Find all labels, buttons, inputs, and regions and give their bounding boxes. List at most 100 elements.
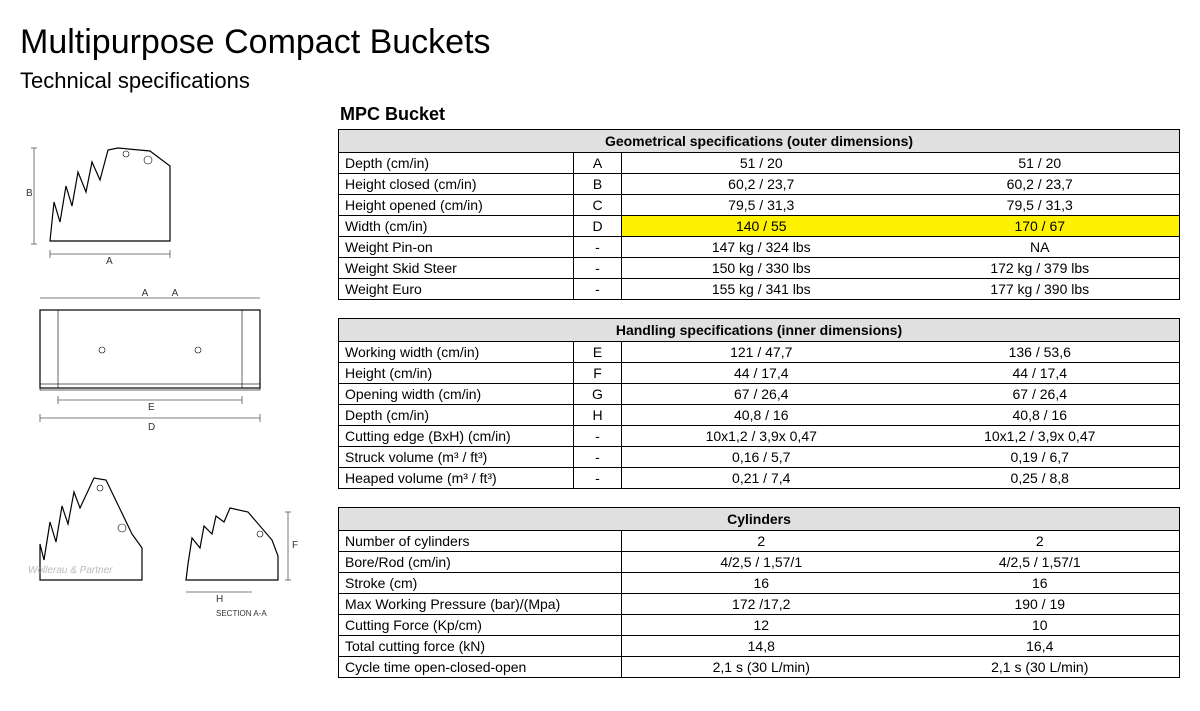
- geometrical-table: Geometrical specifications (outer dimens…: [338, 129, 1180, 300]
- table-row: Height (cm/in)F44 / 17,444 / 17,4: [339, 363, 1180, 384]
- row-label: Weight Pin-on: [339, 237, 574, 258]
- row-label: Opening width (cm/in): [339, 384, 574, 405]
- watermark-text: Wollerau & Partner: [28, 565, 112, 576]
- row-label: Height (cm/in): [339, 363, 574, 384]
- row-value-1: 147 kg / 324 lbs: [622, 237, 901, 258]
- row-label: Number of cylinders: [339, 531, 622, 552]
- page-subtitle: Technical specifications: [20, 68, 1180, 94]
- svg-text:A: A: [142, 288, 149, 299]
- row-value-2: 51 / 20: [901, 153, 1180, 174]
- row-value-1: 10x1,2 / 3,9x 0,47: [622, 426, 901, 447]
- table-row: Weight Skid Steer-150 kg / 330 lbs172 kg…: [339, 258, 1180, 279]
- dim-label-b: B: [26, 188, 33, 199]
- table-row: Struck volume (m³ / ft³)-0,16 / 5,70,19 …: [339, 447, 1180, 468]
- row-key: B: [574, 174, 622, 195]
- row-value-2: 10x1,2 / 3,9x 0,47: [901, 426, 1180, 447]
- row-value-2: 2,1 s (30 L/min): [901, 657, 1180, 678]
- row-value-1: 0,16 / 5,7: [622, 447, 901, 468]
- row-value-2: NA: [901, 237, 1180, 258]
- geometrical-body: Depth (cm/in)A51 / 2051 / 20Height close…: [339, 153, 1180, 300]
- row-label: Cycle time open-closed-open: [339, 657, 622, 678]
- row-label: Bore/Rod (cm/in): [339, 552, 622, 573]
- row-value-1: 67 / 26,4: [622, 384, 901, 405]
- row-value-2: 44 / 17,4: [901, 363, 1180, 384]
- row-value-1: 155 kg / 341 lbs: [622, 279, 901, 300]
- row-value-1: 44 / 17,4: [622, 363, 901, 384]
- row-key: D: [574, 216, 622, 237]
- row-label: Weight Skid Steer: [339, 258, 574, 279]
- dim-label-d: D: [148, 422, 155, 433]
- row-key: C: [574, 195, 622, 216]
- cylinders-table: Cylinders Number of cylinders22Bore/Rod …: [338, 507, 1180, 678]
- row-label: Depth (cm/in): [339, 405, 574, 426]
- main-layout: B A A A E: [20, 104, 1180, 696]
- cylinders-body: Number of cylinders22Bore/Rod (cm/in)4/2…: [339, 531, 1180, 678]
- table-row: Opening width (cm/in)G67 / 26,467 / 26,4: [339, 384, 1180, 405]
- row-value-1: 172 /17,2: [622, 594, 901, 615]
- svg-text:A: A: [172, 288, 179, 299]
- row-value-1: 2,1 s (30 L/min): [622, 657, 901, 678]
- table-row: Width (cm/in)D140 / 55170 / 67: [339, 216, 1180, 237]
- row-label: Height closed (cm/in): [339, 174, 574, 195]
- row-key: -: [574, 279, 622, 300]
- table-row: Height opened (cm/in)C79,5 / 31,379,5 / …: [339, 195, 1180, 216]
- table-row: Max Working Pressure (bar)/(Mpa)172 /17,…: [339, 594, 1180, 615]
- table-row: Working width (cm/in)E121 / 47,7136 / 53…: [339, 342, 1180, 363]
- row-value-2: 0,19 / 6,7: [901, 447, 1180, 468]
- table-row: Weight Pin-on-147 kg / 324 lbsNA: [339, 237, 1180, 258]
- table-row: Bore/Rod (cm/in)4/2,5 / 1,57/14/2,5 / 1,…: [339, 552, 1180, 573]
- product-heading: MPC Bucket: [340, 104, 1180, 125]
- row-value-1: 150 kg / 330 lbs: [622, 258, 901, 279]
- row-value-1: 140 / 55: [622, 216, 901, 237]
- row-value-2: 136 / 53,6: [901, 342, 1180, 363]
- row-key: E: [574, 342, 622, 363]
- row-label: Max Working Pressure (bar)/(Mpa): [339, 594, 622, 615]
- geometrical-header: Geometrical specifications (outer dimens…: [339, 130, 1180, 153]
- cylinders-header: Cylinders: [339, 508, 1180, 531]
- row-value-1: 79,5 / 31,3: [622, 195, 901, 216]
- table-row: Number of cylinders22: [339, 531, 1180, 552]
- row-label: Heaped volume (m³ / ft³): [339, 468, 574, 489]
- row-key: A: [574, 153, 622, 174]
- tables-column: MPC Bucket Geometrical specifications (o…: [338, 104, 1180, 696]
- table-row: Depth (cm/in)A51 / 2051 / 20: [339, 153, 1180, 174]
- row-value-2: 16,4: [901, 636, 1180, 657]
- diagram-section-view: F H SECTION A-A: [20, 460, 300, 620]
- handling-header: Handling specifications (inner dimension…: [339, 319, 1180, 342]
- dim-label-e: E: [148, 402, 155, 413]
- row-label: Height opened (cm/in): [339, 195, 574, 216]
- row-value-2: 60,2 / 23,7: [901, 174, 1180, 195]
- table-row: Cycle time open-closed-open2,1 s (30 L/m…: [339, 657, 1180, 678]
- table-row: Cutting Force (Kp/cm)1210: [339, 615, 1180, 636]
- row-key: -: [574, 447, 622, 468]
- handling-table: Handling specifications (inner dimension…: [338, 318, 1180, 489]
- row-value-1: 16: [622, 573, 901, 594]
- row-key: -: [574, 237, 622, 258]
- handling-body: Working width (cm/in)E121 / 47,7136 / 53…: [339, 342, 1180, 489]
- row-key: G: [574, 384, 622, 405]
- row-key: F: [574, 363, 622, 384]
- diagram-side-view: B A: [20, 126, 190, 266]
- row-value-1: 51 / 20: [622, 153, 901, 174]
- row-label: Width (cm/in): [339, 216, 574, 237]
- dim-label-f: F: [292, 540, 298, 551]
- row-key: -: [574, 258, 622, 279]
- row-label: Depth (cm/in): [339, 153, 574, 174]
- row-value-2: 67 / 26,4: [901, 384, 1180, 405]
- table-row: Height closed (cm/in)B60,2 / 23,760,2 / …: [339, 174, 1180, 195]
- table-row: Total cutting force (kN)14,816,4: [339, 636, 1180, 657]
- row-value-1: 40,8 / 16: [622, 405, 901, 426]
- row-label: Cutting Force (Kp/cm): [339, 615, 622, 636]
- row-value-2: 40,8 / 16: [901, 405, 1180, 426]
- row-value-2: 4/2,5 / 1,57/1: [901, 552, 1180, 573]
- row-label: Total cutting force (kN): [339, 636, 622, 657]
- row-label: Working width (cm/in): [339, 342, 574, 363]
- diagram-column: B A A A E: [20, 104, 310, 696]
- table-row: Heaped volume (m³ / ft³)-0,21 / 7,40,25 …: [339, 468, 1180, 489]
- dim-label-h: H: [216, 594, 223, 605]
- row-label: Struck volume (m³ / ft³): [339, 447, 574, 468]
- row-value-1: 4/2,5 / 1,57/1: [622, 552, 901, 573]
- row-value-1: 121 / 47,7: [622, 342, 901, 363]
- row-value-2: 79,5 / 31,3: [901, 195, 1180, 216]
- row-value-1: 12: [622, 615, 901, 636]
